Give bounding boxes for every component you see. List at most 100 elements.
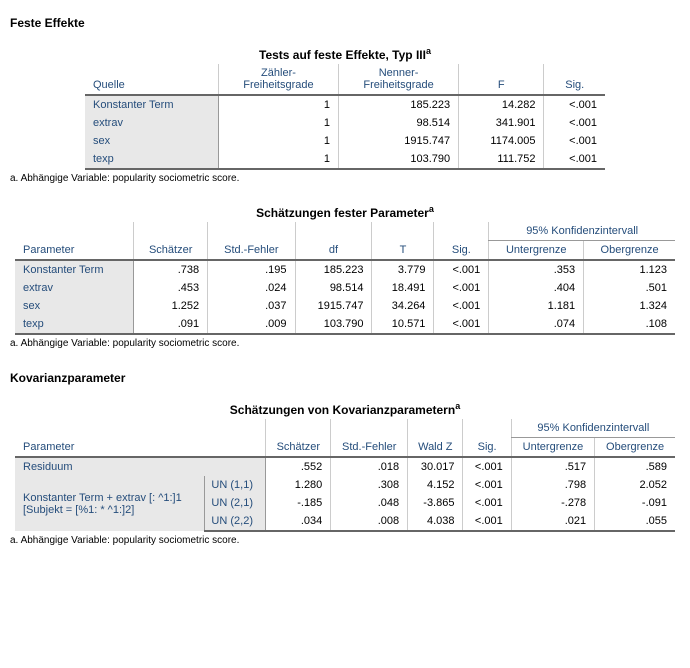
row-label: texp (15, 315, 134, 334)
cell: .055 (595, 512, 675, 531)
cell: .552 (266, 457, 331, 476)
cell: .798 (511, 476, 594, 494)
footnote: a. Abhängige Variable: popularity sociom… (10, 173, 239, 184)
cell: .589 (595, 457, 675, 476)
cell: 2.052 (595, 476, 675, 494)
cell: <.001 (463, 512, 511, 531)
row-label: sex (15, 297, 134, 315)
col-upper: Obergrenze (595, 438, 675, 458)
row-label-group: Konstanter Term + extrav [: ^1:]1 [Subje… (15, 476, 205, 531)
cell: .074 (489, 315, 584, 334)
cell: <.001 (463, 476, 511, 494)
col-parameter: Parameter (15, 419, 266, 457)
cell: 1915.747 (339, 132, 459, 150)
cell: -.185 (266, 494, 331, 512)
col-group-ci: 95% Konfidenzintervall (489, 222, 675, 241)
cell: .021 (511, 512, 594, 531)
cell: .034 (266, 512, 331, 531)
cell: 4.038 (408, 512, 463, 531)
cell: .048 (331, 494, 408, 512)
col-group-ci: 95% Konfidenzintervall (511, 419, 675, 438)
section-heading-fixed-effects: Feste Effekte (10, 16, 680, 30)
col-nenner-df: Nenner-Freiheitsgrade (339, 64, 459, 95)
col-f: F (459, 64, 544, 95)
table-row: sex1.252.0371915.74734.264<.0011.1811.32… (15, 297, 675, 315)
cell: .018 (331, 457, 408, 476)
cell: 185.223 (295, 260, 372, 279)
table-row: Konstanter Term.738.195185.2233.779<.001… (15, 260, 675, 279)
table-fixed-parameter-estimates: Schätzungen fester Parametera Parameter … (10, 202, 680, 349)
row-label-sub: UN (2,2) (205, 512, 266, 531)
table-row: Konstanter Term1185.22314.282<.001 (85, 95, 605, 114)
cell: .517 (511, 457, 594, 476)
table-row: extrav.453.02498.51418.491<.001.404.501 (15, 279, 675, 297)
col-parameter: Parameter (15, 222, 134, 260)
footnote: a. Abhängige Variable: popularity sociom… (10, 338, 239, 349)
cell: .108 (584, 315, 675, 334)
cell: <.001 (434, 279, 489, 297)
table-row: extrav198.514341.901<.001 (85, 114, 605, 132)
cell: <.001 (463, 494, 511, 512)
row-label: Konstanter Term (15, 260, 134, 279)
title-superscript: a (426, 46, 431, 56)
col-waldz: Wald Z (408, 419, 463, 457)
col-quelle: Quelle (85, 64, 218, 95)
cell: <.001 (463, 457, 511, 476)
cell: 18.491 (372, 279, 434, 297)
cell: 103.790 (339, 150, 459, 169)
cell: 111.752 (459, 150, 544, 169)
col-sig: Sig. (463, 419, 511, 457)
row-label: Konstanter Term (85, 95, 218, 114)
cell: 1.181 (489, 297, 584, 315)
table-covariance-estimates: Schätzungen von Kovarianzparameterna Par… (10, 399, 680, 546)
cell: <.001 (544, 114, 605, 132)
title-superscript: a (429, 204, 434, 214)
col-stderr: Std.-Fehler (331, 419, 408, 457)
cell: 341.901 (459, 114, 544, 132)
table-title: Schätzungen von Kovarianzparameterna (230, 401, 460, 417)
col-lower: Untergrenze (511, 438, 594, 458)
cell: <.001 (434, 260, 489, 279)
cell: 1174.005 (459, 132, 544, 150)
cell: 1 (218, 150, 338, 169)
table-row: sex11915.7471174.005<.001 (85, 132, 605, 150)
title-text: Schätzungen von Kovarianzparametern (230, 403, 455, 417)
cell: 10.571 (372, 315, 434, 334)
cell: 1.252 (134, 297, 208, 315)
cell: 103.790 (295, 315, 372, 334)
row-label-sub: UN (2,1) (205, 494, 266, 512)
cell: 1.123 (584, 260, 675, 279)
cell: <.001 (544, 150, 605, 169)
col-zaehler-df: Zähler-Freiheitsgrade (218, 64, 338, 95)
row-label: sex (85, 132, 218, 150)
cell: -.278 (511, 494, 594, 512)
table-row: texp.091.009103.79010.571<.001.074.108 (15, 315, 675, 334)
cell: 4.152 (408, 476, 463, 494)
cell: .195 (208, 260, 295, 279)
cell: .738 (134, 260, 208, 279)
col-sig: Sig. (544, 64, 605, 95)
cell: .308 (331, 476, 408, 494)
section-heading-covariance: Kovarianzparameter (10, 371, 680, 385)
table-tests-fixed-effects: Tests auf feste Effekte, Typ IIIa Quelle… (10, 44, 680, 184)
col-stderr: Std.-Fehler (208, 222, 295, 260)
cell: .009 (208, 315, 295, 334)
cell: -3.865 (408, 494, 463, 512)
cell: 1915.747 (295, 297, 372, 315)
row-label: texp (85, 150, 218, 169)
cell: .008 (331, 512, 408, 531)
col-schaetzer: Schätzer (266, 419, 331, 457)
col-upper: Obergrenze (584, 241, 675, 261)
cell: 98.514 (295, 279, 372, 297)
cell: 1.280 (266, 476, 331, 494)
cell: 3.779 (372, 260, 434, 279)
cell: 1 (218, 114, 338, 132)
row-label: extrav (15, 279, 134, 297)
cell: .501 (584, 279, 675, 297)
cell: .353 (489, 260, 584, 279)
title-superscript: a (455, 401, 460, 411)
cell: 14.282 (459, 95, 544, 114)
cell: 1 (218, 95, 338, 114)
cell: <.001 (434, 315, 489, 334)
table-title: Tests auf feste Effekte, Typ IIIa (259, 46, 431, 62)
